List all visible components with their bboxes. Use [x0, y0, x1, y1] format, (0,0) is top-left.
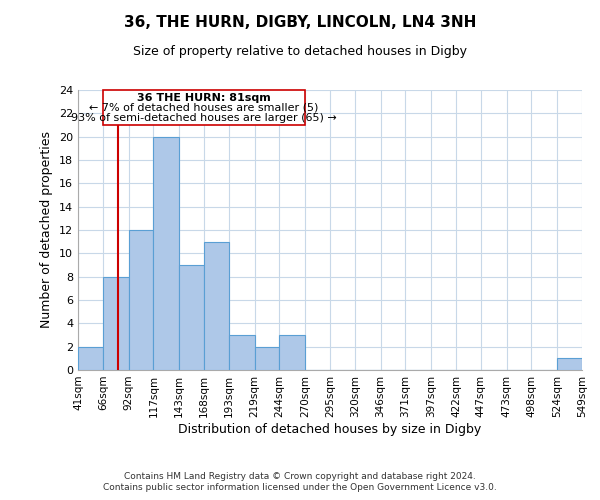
Bar [229, 335, 254, 370]
Bar [557, 358, 582, 370]
Text: 36, THE HURN, DIGBY, LINCOLN, LN4 3NH: 36, THE HURN, DIGBY, LINCOLN, LN4 3NH [124, 15, 476, 30]
Text: 93% of semi-detached houses are larger (65) →: 93% of semi-detached houses are larger (… [71, 113, 337, 123]
Bar [254, 346, 280, 370]
Bar [204, 242, 229, 370]
X-axis label: Distribution of detached houses by size in Digby: Distribution of detached houses by size … [178, 422, 482, 436]
Bar [103, 276, 128, 370]
Bar [154, 136, 179, 370]
Text: ← 7% of detached houses are smaller (5): ← 7% of detached houses are smaller (5) [89, 103, 319, 113]
Text: Contains public sector information licensed under the Open Government Licence v3: Contains public sector information licen… [103, 484, 497, 492]
Bar [179, 265, 204, 370]
Text: Contains HM Land Registry data © Crown copyright and database right 2024.: Contains HM Land Registry data © Crown c… [124, 472, 476, 481]
Text: Size of property relative to detached houses in Digby: Size of property relative to detached ho… [133, 45, 467, 58]
Bar [78, 346, 103, 370]
Text: 36 THE HURN: 81sqm: 36 THE HURN: 81sqm [137, 93, 271, 103]
Bar [280, 335, 305, 370]
Y-axis label: Number of detached properties: Number of detached properties [40, 132, 53, 328]
Bar [128, 230, 154, 370]
FancyBboxPatch shape [103, 90, 305, 125]
